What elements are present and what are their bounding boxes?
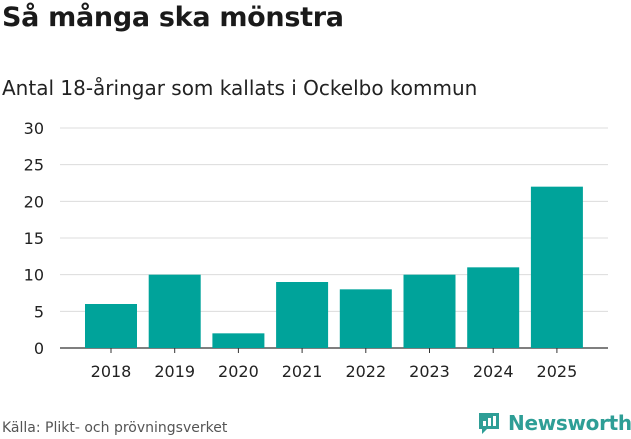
x-tick-label: 2023	[409, 362, 450, 381]
y-tick-label: 20	[24, 192, 44, 211]
y-tick-label: 0	[34, 339, 44, 358]
x-tick-label: 2019	[154, 362, 195, 381]
x-tick-label: 2020	[218, 362, 259, 381]
y-tick-label: 15	[24, 229, 44, 248]
y-tick-label: 30	[24, 119, 44, 138]
newsworthy-logo-icon	[479, 413, 499, 434]
y-tick-label: 10	[24, 266, 44, 285]
newsworthy-brand[interactable]: Newsworthy	[476, 410, 631, 436]
x-tick-label: 2021	[282, 362, 323, 381]
x-tick-label: 2024	[473, 362, 514, 381]
bar-2025	[530, 186, 583, 348]
x-tick-label: 2018	[91, 362, 132, 381]
chart-subtitle: Antal 18-åringar som kallats i Ockelbo k…	[2, 76, 478, 100]
bar-2024	[467, 267, 520, 348]
grid-lines	[60, 127, 608, 349]
bar-2023	[403, 274, 456, 348]
chart-title: Så många ska mönstra	[2, 2, 344, 33]
bar-2022	[339, 289, 392, 348]
bars	[85, 186, 583, 348]
y-tick-label: 5	[34, 302, 44, 321]
brand-name: Newsworthy	[508, 411, 631, 435]
bar-2020	[212, 333, 265, 348]
x-tick-label: 2022	[345, 362, 386, 381]
y-axis-ticks: 0 5 10 15 20 25 30	[24, 119, 44, 358]
x-tick-label: 2025	[537, 362, 578, 381]
bar-2021	[276, 282, 329, 348]
x-axis-ticks: 2018 2019 2020 2021 2022 2023 2024 2025	[91, 348, 578, 381]
source-note: Källa: Plikt- och prövningsverket	[2, 420, 228, 436]
bar-2018	[85, 304, 137, 348]
y-tick-label: 25	[24, 156, 44, 175]
bar-2019	[148, 274, 201, 348]
